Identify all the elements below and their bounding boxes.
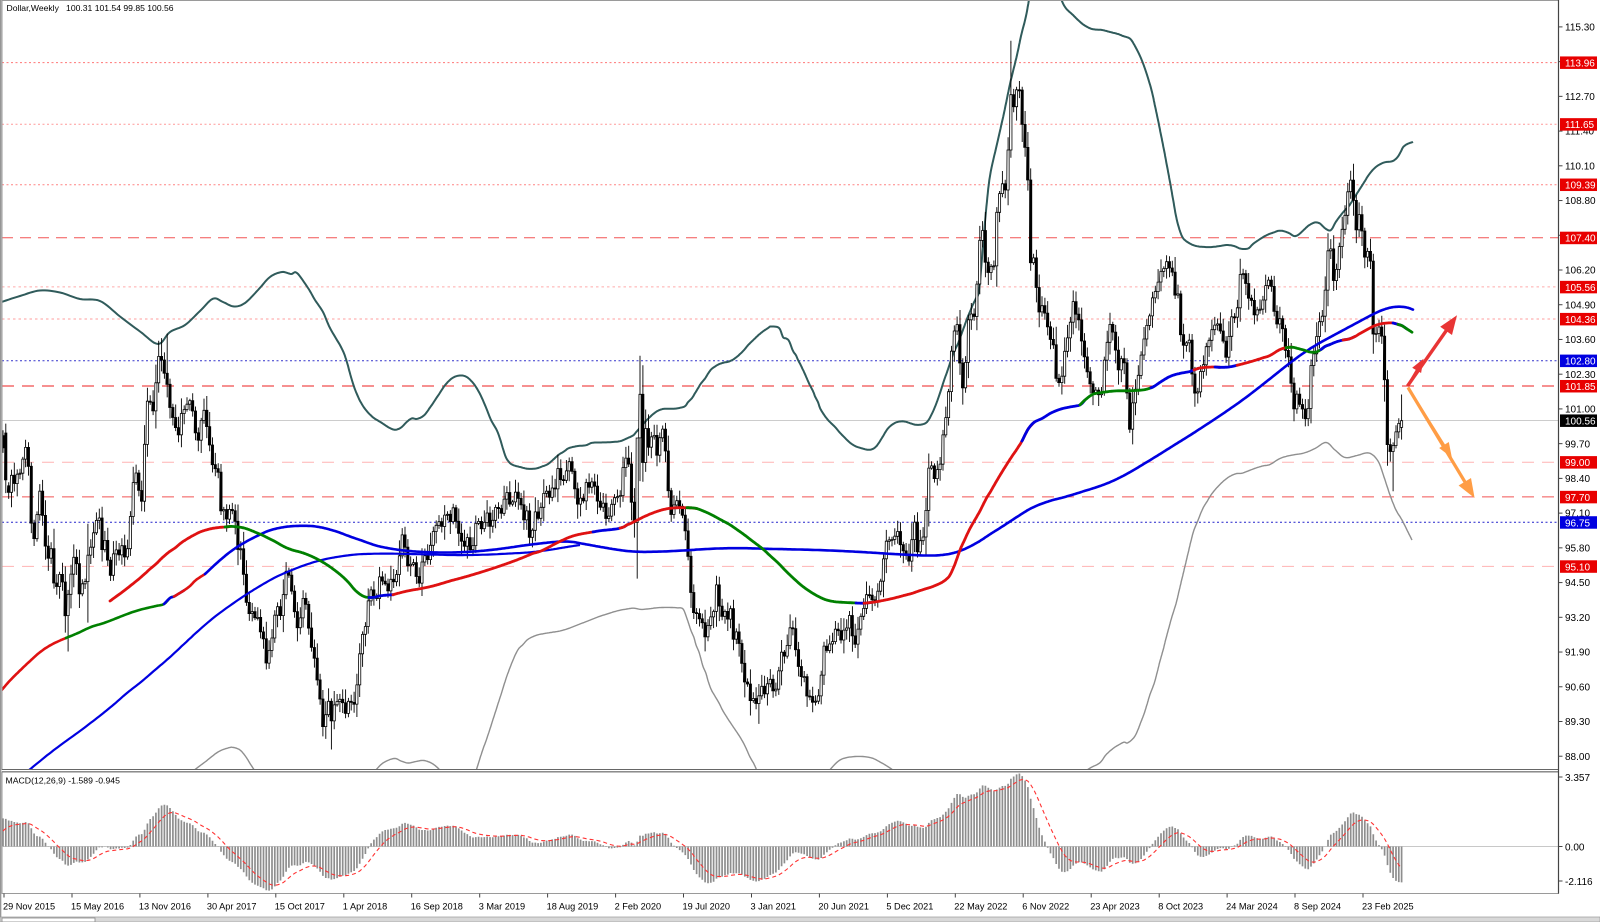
svg-text:15 May 2016: 15 May 2016 <box>71 902 124 912</box>
svg-text:91.90: 91.90 <box>1565 648 1590 659</box>
svg-text:19 Jul 2020: 19 Jul 2020 <box>683 902 731 912</box>
svg-text:5 Dec 2021: 5 Dec 2021 <box>886 902 933 912</box>
svg-text:106.20: 106.20 <box>1565 266 1596 277</box>
svg-text:101.00: 101.00 <box>1565 405 1596 416</box>
svg-text:22 May 2022: 22 May 2022 <box>954 902 1007 912</box>
svg-text:3.357: 3.357 <box>1565 773 1590 784</box>
svg-text:115.30: 115.30 <box>1565 22 1595 33</box>
svg-text:24 Mar 2024: 24 Mar 2024 <box>1226 902 1278 912</box>
svg-text:101.85: 101.85 <box>1565 382 1596 393</box>
svg-text:96.75: 96.75 <box>1565 518 1590 529</box>
svg-text:95.80: 95.80 <box>1565 543 1590 554</box>
svg-text:109.39: 109.39 <box>1565 181 1596 192</box>
svg-text:29 Nov 2015: 29 Nov 2015 <box>3 902 55 912</box>
svg-text:97.70: 97.70 <box>1565 493 1590 504</box>
svg-text:16 Sep 2018: 16 Sep 2018 <box>411 902 463 912</box>
svg-text:23 Feb 2025: 23 Feb 2025 <box>1362 902 1414 912</box>
svg-text:107.40: 107.40 <box>1565 234 1596 245</box>
svg-text:97.10: 97.10 <box>1565 509 1590 520</box>
svg-text:-2.116: -2.116 <box>1565 877 1593 888</box>
svg-text:104.36: 104.36 <box>1565 315 1596 326</box>
svg-text:102.80: 102.80 <box>1565 357 1596 368</box>
svg-text:3 Jan 2021: 3 Jan 2021 <box>751 902 796 912</box>
svg-text:8 Sep 2024: 8 Sep 2024 <box>1294 902 1341 912</box>
svg-text:MACD(12,26,9) -1.589 -0.945: MACD(12,26,9) -1.589 -0.945 <box>6 776 121 786</box>
svg-text:100.56: 100.56 <box>1565 416 1596 427</box>
svg-text:99.00: 99.00 <box>1565 458 1590 469</box>
svg-text:90.60: 90.60 <box>1565 682 1590 693</box>
svg-text:94.50: 94.50 <box>1565 578 1590 589</box>
svg-text:99.70: 99.70 <box>1565 439 1590 450</box>
svg-text:113.96: 113.96 <box>1565 58 1595 69</box>
svg-text:30 Apr 2017: 30 Apr 2017 <box>207 902 257 912</box>
svg-text:88.00: 88.00 <box>1565 752 1590 763</box>
svg-text:112.70: 112.70 <box>1565 92 1595 103</box>
svg-text:102.30: 102.30 <box>1565 370 1596 381</box>
svg-text:18 Aug 2019: 18 Aug 2019 <box>547 902 599 912</box>
svg-text:20 Jun 2021: 20 Jun 2021 <box>818 902 869 912</box>
svg-text:1 Apr 2018: 1 Apr 2018 <box>343 902 387 912</box>
svg-text:95.10: 95.10 <box>1565 562 1590 573</box>
svg-text:89.30: 89.30 <box>1565 717 1590 728</box>
svg-text:98.40: 98.40 <box>1565 474 1590 485</box>
svg-text:2 Feb 2020: 2 Feb 2020 <box>615 902 662 912</box>
svg-text:111.65: 111.65 <box>1565 120 1595 131</box>
svg-text:15 Oct 2017: 15 Oct 2017 <box>275 902 325 912</box>
svg-text:104.90: 104.90 <box>1565 300 1596 311</box>
svg-text:103.60: 103.60 <box>1565 335 1596 346</box>
svg-text:111.40: 111.40 <box>1565 127 1595 138</box>
svg-text:0.00: 0.00 <box>1565 843 1585 854</box>
svg-text:3 Mar 2019: 3 Mar 2019 <box>479 902 525 912</box>
svg-text:6 Nov 2022: 6 Nov 2022 <box>1022 902 1069 912</box>
svg-text:23 Apr 2023: 23 Apr 2023 <box>1090 902 1140 912</box>
svg-text:13 Nov 2016: 13 Nov 2016 <box>139 902 191 912</box>
svg-text:108.80: 108.80 <box>1565 196 1596 207</box>
svg-text:93.20: 93.20 <box>1565 613 1590 624</box>
svg-text:110.10: 110.10 <box>1565 161 1595 172</box>
svg-text:Dollar,Weekly 100.31 101.54: Dollar,Weekly 100.31 101.54 99.85 100.56 <box>7 3 174 13</box>
svg-text:8 Oct 2023: 8 Oct 2023 <box>1158 902 1203 912</box>
svg-text:105.56: 105.56 <box>1565 283 1596 294</box>
